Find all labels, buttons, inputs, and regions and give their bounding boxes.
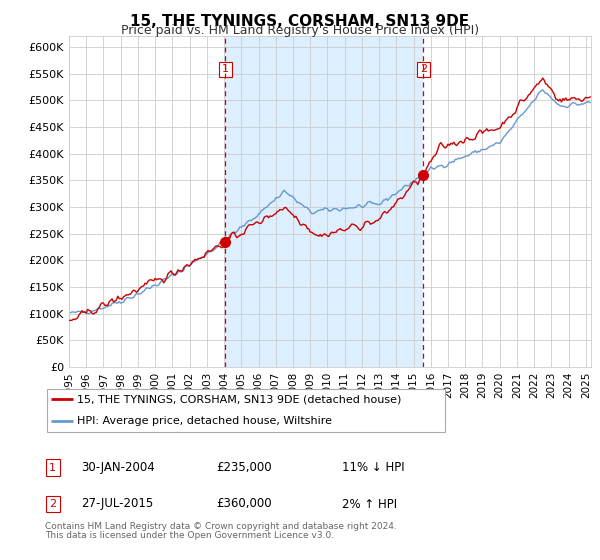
- Text: 2: 2: [420, 64, 427, 74]
- FancyBboxPatch shape: [47, 389, 445, 432]
- Text: 2% ↑ HPI: 2% ↑ HPI: [342, 497, 397, 511]
- Text: Price paid vs. HM Land Registry's House Price Index (HPI): Price paid vs. HM Land Registry's House …: [121, 24, 479, 37]
- Text: HPI: Average price, detached house, Wiltshire: HPI: Average price, detached house, Wilt…: [77, 416, 332, 426]
- Text: 15, THE TYNINGS, CORSHAM, SN13 9DE (detached house): 15, THE TYNINGS, CORSHAM, SN13 9DE (deta…: [77, 394, 401, 404]
- Text: £360,000: £360,000: [216, 497, 272, 511]
- Text: 2: 2: [49, 499, 56, 509]
- Text: 11% ↓ HPI: 11% ↓ HPI: [342, 461, 404, 474]
- Text: 1: 1: [222, 64, 229, 74]
- Text: 30-JAN-2004: 30-JAN-2004: [81, 461, 155, 474]
- Bar: [226, 36, 424, 367]
- Text: 1: 1: [49, 463, 56, 473]
- Text: This data is licensed under the Open Government Licence v3.0.: This data is licensed under the Open Gov…: [45, 531, 334, 540]
- Text: 27-JUL-2015: 27-JUL-2015: [81, 497, 153, 511]
- Text: 15, THE TYNINGS, CORSHAM, SN13 9DE: 15, THE TYNINGS, CORSHAM, SN13 9DE: [130, 14, 470, 29]
- Text: Contains HM Land Registry data © Crown copyright and database right 2024.: Contains HM Land Registry data © Crown c…: [45, 522, 397, 531]
- Text: £235,000: £235,000: [216, 461, 272, 474]
